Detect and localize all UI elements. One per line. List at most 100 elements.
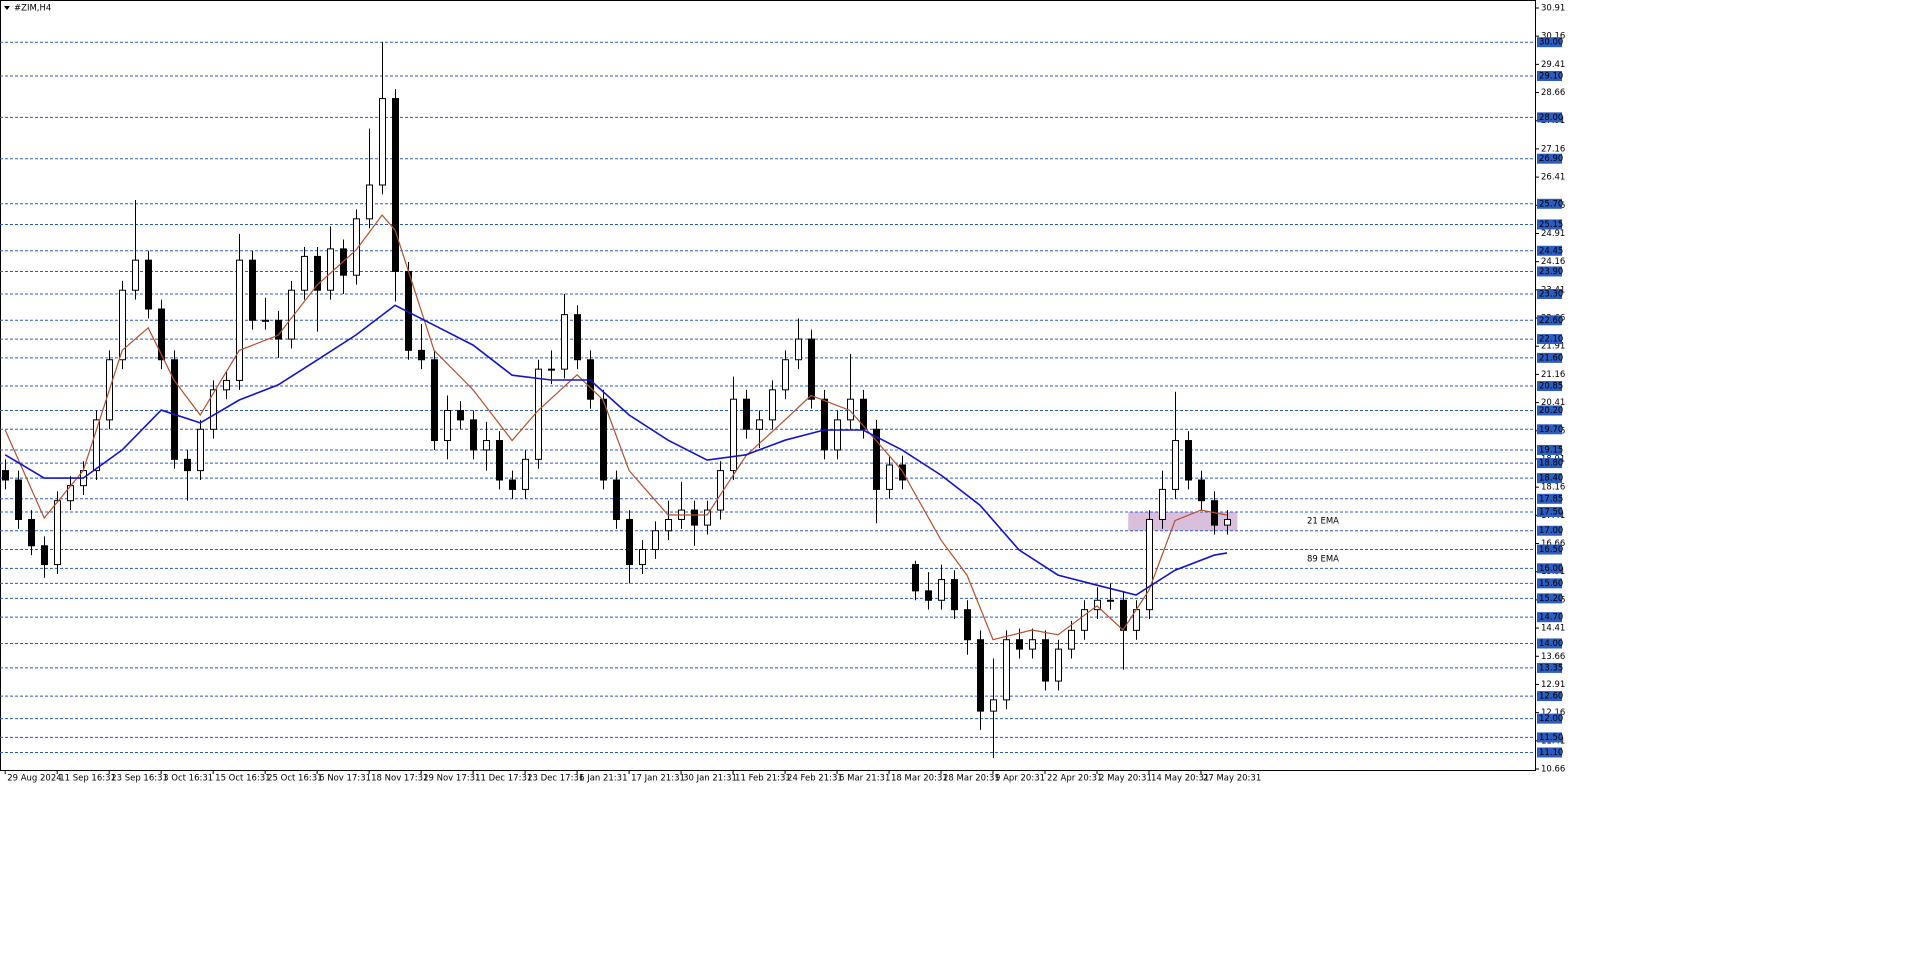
x-tick-label: 15 Oct 16:31: [215, 774, 270, 784]
candle-body: [210, 389, 217, 430]
level-label-bg: [1537, 153, 1562, 164]
candle-body: [1172, 440, 1179, 490]
candle-body: [496, 440, 503, 481]
candle-body: [808, 338, 815, 400]
level-label-bg: [1537, 288, 1562, 299]
level-label: 20.20: [1539, 406, 1563, 416]
candle-body: [2, 470, 9, 481]
candle-body: [535, 368, 542, 460]
candle-body: [600, 398, 607, 481]
candle-body: [730, 398, 737, 472]
level-label-bg: [1537, 198, 1562, 209]
ema-label: 21 EMA: [1307, 516, 1339, 526]
y-tick-label: 18.16: [1541, 483, 1565, 493]
y-tick-label: 29.41: [1541, 60, 1565, 70]
x-tick-label: 9 Apr 20:31: [995, 774, 1045, 784]
candle-body: [665, 518, 672, 532]
ema-line: [4, 214, 1228, 641]
y-tick-label: 30.16: [1541, 32, 1565, 42]
level-label: 25.70: [1539, 199, 1563, 209]
candle-body: [1003, 639, 1010, 701]
level-label-bg: [1537, 563, 1562, 574]
candle-body: [795, 338, 802, 361]
y-tick-label: 24.16: [1541, 257, 1565, 267]
price-zone: [1128, 511, 1238, 531]
candle-body: [379, 98, 386, 186]
candle-body: [626, 518, 633, 566]
candle-body: [392, 98, 399, 272]
candle-body: [1042, 639, 1049, 682]
candle-body: [1107, 599, 1114, 602]
candle-body: [977, 639, 984, 712]
level-label-bg: [1537, 732, 1562, 743]
menu-arrow[interactable]: [4, 6, 10, 10]
y-tick-label: 13.66: [1541, 652, 1565, 662]
level-label-bg: [1537, 315, 1562, 326]
level-label-bg: [1537, 37, 1562, 48]
y-tick-label: 24.91: [1541, 229, 1565, 239]
level-label: 22.10: [1539, 335, 1563, 345]
candle-body: [912, 564, 919, 592]
candle-body: [249, 259, 256, 321]
y-tick-label: 14.41: [1541, 624, 1565, 634]
level-label: 14.00: [1539, 639, 1563, 649]
chart-title: #ZIM,H4: [14, 4, 51, 14]
candle-body: [990, 699, 997, 712]
level-label: 16.00: [1539, 564, 1563, 574]
level-label: 23.30: [1539, 289, 1563, 299]
level-label-bg: [1537, 612, 1562, 623]
level-label-bg: [1537, 352, 1562, 363]
candle-body: [964, 609, 971, 641]
candle-body: [873, 428, 880, 490]
candle-body: [132, 259, 139, 291]
level-label: 21.60: [1539, 353, 1563, 363]
level-label: 23.90: [1539, 267, 1563, 277]
candle-body: [1081, 609, 1088, 631]
x-tick-label: 25 Oct 16:31: [267, 774, 322, 784]
level-label: 22.60: [1539, 316, 1563, 326]
y-tick-label: 20.41: [1541, 398, 1565, 408]
candle-body: [1224, 518, 1231, 526]
candle-body: [782, 359, 789, 391]
y-tick-label: 12.91: [1541, 680, 1565, 690]
candle-body: [522, 458, 529, 490]
level-label: 17.50: [1539, 507, 1563, 517]
candle-body: [548, 368, 555, 371]
candle-body: [444, 409, 451, 442]
candle-body: [509, 479, 516, 490]
level-label: 19.70: [1539, 425, 1563, 435]
candle-body: [262, 319, 269, 322]
candle-body: [301, 255, 308, 291]
x-tick-label: 28 Mar 20:31: [943, 774, 1000, 784]
x-tick-label: 23 Sep 16:31: [111, 774, 168, 784]
candle-body: [1029, 639, 1036, 650]
y-tick-label: 26.41: [1541, 173, 1565, 183]
level-label: 19.15: [1539, 445, 1563, 455]
level-label-bg: [1537, 405, 1562, 416]
candle-body: [951, 579, 958, 611]
level-label-bg: [1537, 578, 1562, 589]
level-label-bg: [1537, 266, 1562, 277]
candle-body: [93, 419, 100, 472]
level-label-bg: [1537, 593, 1562, 604]
candle-body: [431, 359, 438, 442]
candle-body: [769, 389, 776, 421]
candle-body: [743, 398, 750, 430]
level-label: 18.40: [1539, 474, 1563, 484]
x-tick-label: 11 Dec 17:31: [475, 774, 532, 784]
level-label-bg: [1537, 713, 1562, 724]
level-label: 11.10: [1539, 748, 1563, 758]
candle-body: [483, 440, 490, 451]
candle-body: [28, 518, 35, 547]
candle-body: [925, 590, 932, 601]
candle-body: [184, 458, 191, 472]
candle-body: [821, 398, 828, 451]
candle-body: [886, 464, 893, 490]
level-label-bg: [1537, 638, 1562, 649]
level-label-bg: [1537, 747, 1562, 758]
level-label: 20.85: [1539, 382, 1563, 392]
candle-body: [1016, 639, 1023, 650]
candle-body: [1185, 440, 1192, 481]
level-label: 28.00: [1539, 113, 1563, 123]
